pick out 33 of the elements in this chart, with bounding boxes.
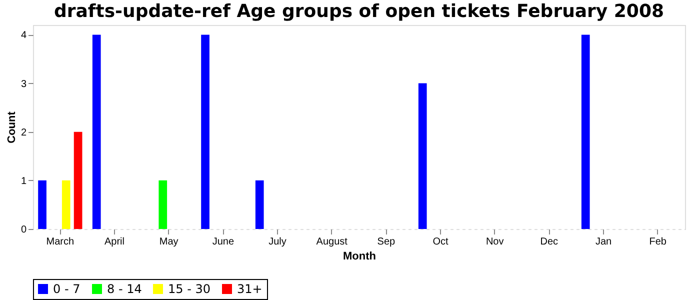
x-tick-label: Dec xyxy=(540,236,558,248)
x-tick-label: March xyxy=(46,236,74,248)
y-tick-label: 3 xyxy=(20,78,27,90)
x-tick-label: May xyxy=(159,236,178,248)
x-axis-title: Month xyxy=(343,250,376,262)
y-tick-label: 2 xyxy=(20,127,27,138)
bar xyxy=(201,34,210,229)
x-tick-label: Oct xyxy=(432,236,448,248)
bar xyxy=(92,34,101,229)
bar xyxy=(62,180,70,229)
bar xyxy=(581,34,590,229)
bar xyxy=(74,132,82,229)
x-tick-label: Jan xyxy=(595,236,612,248)
legend-label: 31+ xyxy=(237,282,262,296)
chart-title: drafts-update-ref Age groups of open tickets February 2008 xyxy=(54,1,664,22)
legend-label: 0 - 7 xyxy=(53,282,80,296)
x-tick-label: April xyxy=(104,236,125,248)
legend-label: 8 - 14 xyxy=(107,282,142,296)
y-tick-label: 1 xyxy=(20,176,27,187)
x-tick-label: Feb xyxy=(649,236,667,248)
x-tick-label: June xyxy=(212,236,234,248)
x-tick-label: July xyxy=(268,236,286,248)
x-tick-label: Sep xyxy=(377,236,396,248)
x-tick-label: August xyxy=(316,236,348,248)
bar xyxy=(158,180,168,229)
bar xyxy=(38,180,46,229)
y-axis-title: Count xyxy=(6,111,18,144)
x-tick-label: Nov xyxy=(486,236,504,248)
y-tick-label: 4 xyxy=(20,30,27,42)
legend-label: 15 - 30 xyxy=(168,282,210,296)
bar xyxy=(255,180,264,229)
bar xyxy=(418,83,427,229)
y-tick-label: 0 xyxy=(20,224,27,236)
